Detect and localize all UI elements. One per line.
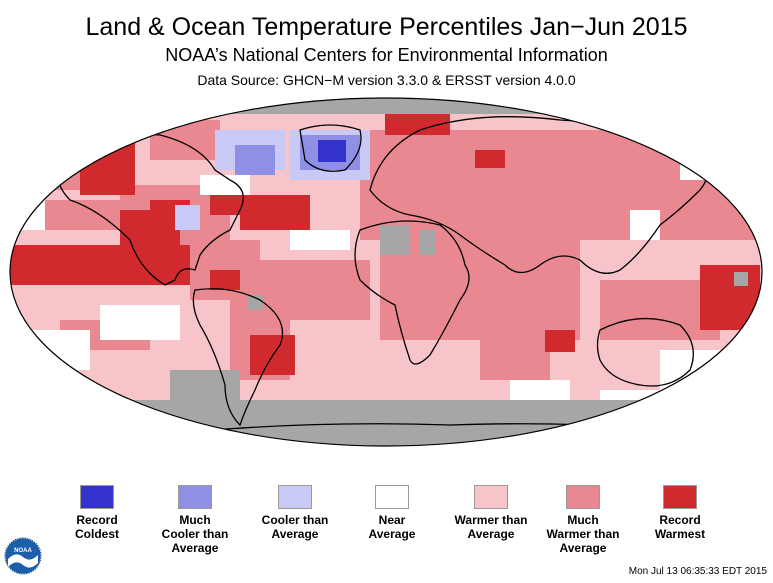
north-america-outline xyxy=(56,133,244,286)
record-cold-regions xyxy=(318,140,346,162)
legend-item-warmer: Warmer than Average xyxy=(441,485,541,541)
legend-item-record-warmest: Record Warmest xyxy=(630,485,730,541)
map-title: Land & Ocean Temperature Percentiles Jan… xyxy=(85,13,688,41)
continent-outlines xyxy=(56,116,709,436)
legend-swatch xyxy=(566,485,600,509)
legend-label: Much Cooler than Average xyxy=(161,513,229,555)
europe-asia-outline xyxy=(369,116,709,274)
world-temperature-map xyxy=(9,97,763,447)
south-america-outline xyxy=(192,288,284,427)
data-source-line: Data Source: GHCN−M version 3.3.0 & ERSS… xyxy=(197,72,576,88)
legend-item-much-warmer: Much Warmer than Average xyxy=(533,485,633,555)
legend-swatch xyxy=(663,485,697,509)
noaa-logo-text: NOAA xyxy=(14,548,32,554)
legend-swatch xyxy=(80,485,114,509)
legend-label: Near Average xyxy=(368,513,416,541)
map-subtitle: NOAA’s National Centers for Environmenta… xyxy=(165,45,608,65)
legend-item-record-coldest: Record Coldest xyxy=(47,485,147,541)
legend-label: Warmer than Average xyxy=(454,513,528,541)
legend-swatch xyxy=(474,485,508,509)
map-body xyxy=(10,98,762,446)
legend-swatch xyxy=(278,485,312,509)
legend-swatch xyxy=(178,485,212,509)
legend-swatch xyxy=(375,485,409,509)
timestamp: Mon Jul 13 06:35:33 EDT 2015 xyxy=(628,566,767,577)
legend-item-much-cooler: Much Cooler than Average xyxy=(145,485,245,555)
africa-outline xyxy=(354,220,470,365)
legend-label: Cooler than Average xyxy=(261,513,329,541)
globe-border xyxy=(9,97,763,447)
australia-outline xyxy=(596,317,694,387)
greenland-outline xyxy=(299,124,362,172)
legend-item-cooler: Cooler than Average xyxy=(245,485,345,541)
noaa-logo-icon: NOAA xyxy=(4,537,42,575)
legend-label: Record Coldest xyxy=(74,513,119,541)
legend-item-near-average: Near Average xyxy=(342,485,442,541)
legend-label: Much Warmer than Average xyxy=(546,513,620,555)
legend-label: Record Warmest xyxy=(654,513,706,541)
